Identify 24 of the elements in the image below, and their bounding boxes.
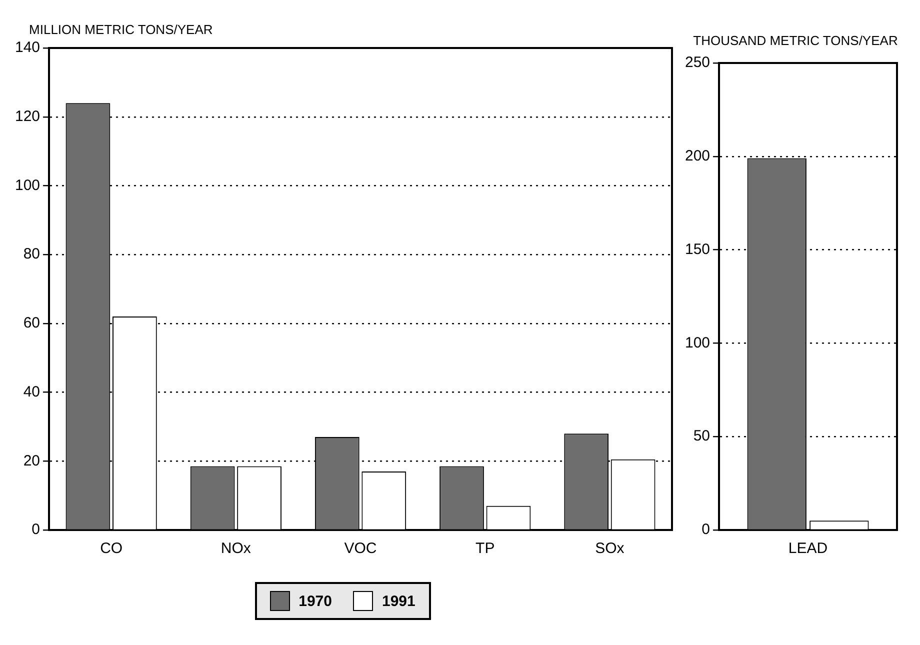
y-tick-label: 100 [684,334,710,352]
y-tick-label: 0 [32,521,40,538]
y-tick-label: 40 [23,383,40,400]
x-tick-label: VOC [344,540,377,558]
y-tick-label: 120 [14,108,40,125]
legend-label: 1970 [298,592,332,610]
y-axis-title: THOUSAND METRIC TONS/YEAR [693,33,898,48]
x-tick-label: NOx [220,540,252,558]
y-tick-label: 50 [693,428,710,445]
x-tick-label: LEAD [788,540,828,558]
y-tick-label: 140 [14,39,40,56]
y-tick-label: 250 [684,54,710,72]
x-tick-label: TP [476,540,495,558]
y-tick-label: 0 [702,521,710,538]
legend-label: 1991 [382,592,416,610]
y-tick-label: 20 [23,452,40,470]
y-tick-label: 200 [684,148,710,165]
y-tick-label: 60 [23,314,40,332]
x-tick-label: SOx [595,540,625,558]
y-tick-label: 150 [684,240,710,258]
y-axis-title: MILLION METRIC TONS/YEAR [29,22,213,37]
y-tick-label: 80 [23,246,40,263]
y-tick-label: 100 [14,176,40,194]
x-tick-label: CO [100,540,123,558]
